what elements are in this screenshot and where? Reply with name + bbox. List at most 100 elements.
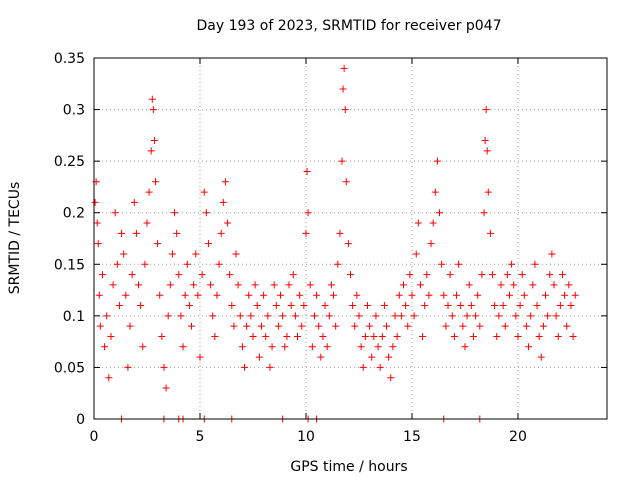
data-point [268, 343, 276, 351]
x-tick-label: 15 [403, 429, 421, 445]
data-point [472, 312, 480, 320]
data-point [361, 332, 369, 340]
data-point [303, 167, 311, 175]
data-point [338, 157, 346, 165]
data-point [349, 302, 357, 310]
plot-frame [93, 57, 608, 420]
data-point [414, 219, 422, 227]
data-point [327, 281, 335, 289]
data-point [315, 322, 323, 330]
data-point [264, 312, 272, 320]
data-point [427, 240, 435, 248]
data-point [567, 302, 575, 310]
data-point [226, 271, 234, 279]
data-point [202, 209, 210, 217]
y-tick-label: 0.15 [54, 257, 85, 273]
data-point [168, 250, 176, 258]
data-point [425, 291, 433, 299]
data-point [158, 332, 166, 340]
data-point [571, 291, 579, 299]
data-point [525, 343, 533, 351]
data-point [249, 332, 257, 340]
data-point [330, 291, 338, 299]
data-point [221, 178, 229, 186]
data-point [118, 229, 126, 237]
data-point [164, 312, 172, 320]
data-point [291, 312, 299, 320]
data-point [232, 250, 240, 258]
data-point [489, 271, 497, 279]
data-point [300, 302, 308, 310]
x-axis-label: GPS time / hours [290, 459, 407, 475]
data-point [542, 291, 550, 299]
data-point [340, 64, 348, 72]
data-point [287, 302, 295, 310]
data-point [209, 312, 217, 320]
data-point [493, 332, 501, 340]
data-point [94, 240, 102, 248]
data-point [143, 219, 151, 227]
data-point [211, 332, 219, 340]
data-point [241, 363, 249, 371]
data-point [215, 260, 223, 268]
data-point [325, 312, 333, 320]
data-point [98, 271, 106, 279]
data-point [243, 322, 251, 330]
data-point [408, 291, 416, 299]
data-point [463, 312, 471, 320]
data-point [230, 322, 238, 330]
y-tick-label: 0.35 [54, 51, 85, 67]
data-point [476, 322, 484, 330]
data-point [332, 322, 340, 330]
data-point [120, 250, 128, 258]
data-point [480, 209, 488, 217]
axis-ticks: 0 0.05 0.1 0.15 0.2 0.25 0.3 0.35 0 5 10 15 20 [54, 51, 607, 445]
data-point [91, 198, 99, 206]
data-point [147, 147, 155, 155]
data-point [495, 312, 503, 320]
data-point [266, 363, 274, 371]
data-point [321, 302, 329, 310]
data-point [255, 353, 263, 361]
data-point [289, 271, 297, 279]
data-point [539, 322, 547, 330]
data-point [139, 343, 147, 351]
data-point [224, 219, 232, 227]
data-point [96, 322, 104, 330]
data-point [177, 312, 185, 320]
data-point [124, 363, 132, 371]
data-point [194, 291, 202, 299]
data-point [501, 322, 509, 330]
data-point [552, 312, 560, 320]
grid [94, 58, 607, 419]
data-point [569, 332, 577, 340]
data-point [395, 291, 403, 299]
data-point [154, 240, 162, 248]
data-point [514, 332, 522, 340]
data-point [126, 322, 134, 330]
y-tick-label: 0.05 [54, 360, 85, 376]
data-point [404, 322, 412, 330]
x-tick-label: 20 [509, 429, 527, 445]
data-point [132, 229, 140, 237]
data-point [135, 281, 143, 289]
data-point [274, 322, 282, 330]
data-point [503, 271, 511, 279]
data-point [529, 281, 537, 289]
data-point [302, 229, 310, 237]
data-point [281, 343, 289, 351]
data-point [173, 229, 181, 237]
data-point [228, 302, 236, 310]
data-point [156, 291, 164, 299]
data-point [115, 302, 123, 310]
data-point [512, 312, 520, 320]
data-point [452, 291, 460, 299]
data-point [520, 291, 528, 299]
data-point [370, 332, 378, 340]
y-tick-label: 0.3 [63, 103, 85, 119]
data-point [179, 343, 187, 351]
data-point [162, 384, 170, 392]
data-point [393, 332, 401, 340]
data-point [467, 302, 475, 310]
data-point [481, 137, 489, 145]
